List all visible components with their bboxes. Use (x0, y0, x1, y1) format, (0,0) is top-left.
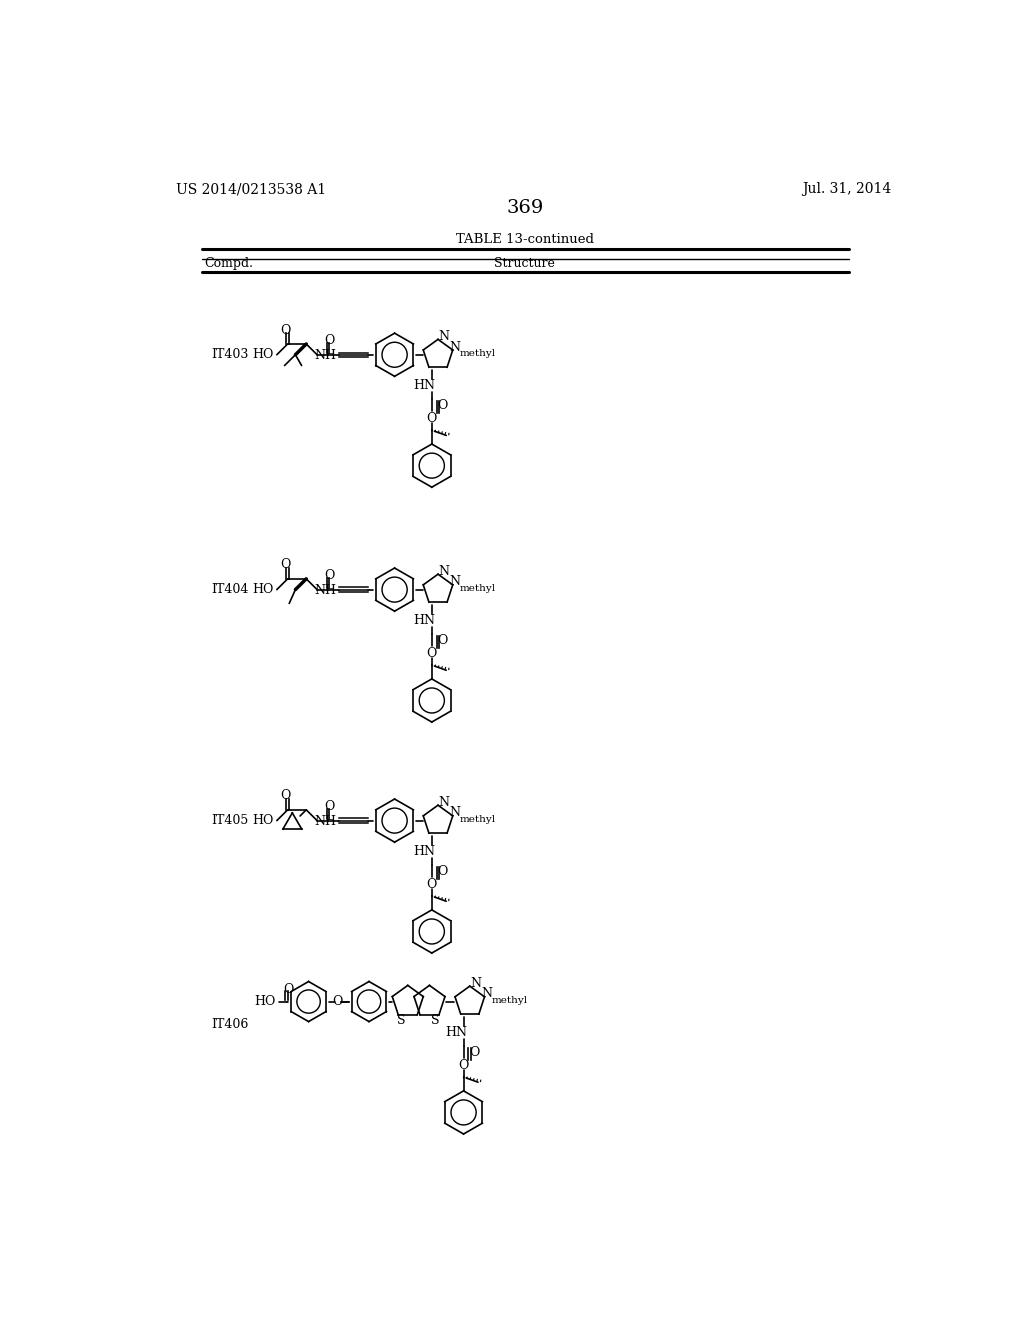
Text: O: O (437, 634, 447, 647)
Text: O: O (427, 647, 437, 660)
Text: N: N (470, 977, 481, 990)
Text: O: O (281, 558, 291, 572)
Text: S: S (397, 1014, 406, 1027)
Text: S: S (431, 1014, 440, 1027)
Text: IT404: IT404 (211, 583, 248, 597)
Text: O: O (281, 789, 291, 803)
Text: HN: HN (413, 845, 435, 858)
Text: O: O (437, 865, 447, 878)
Text: HO: HO (255, 995, 276, 1008)
Text: NH: NH (314, 814, 336, 828)
Text: N: N (438, 565, 450, 578)
Text: N: N (450, 341, 461, 354)
Text: O: O (332, 995, 342, 1008)
Text: N: N (438, 330, 450, 343)
Text: HO: HO (252, 583, 273, 597)
Text: methyl: methyl (460, 348, 496, 358)
Text: N: N (481, 987, 493, 1001)
Text: methyl: methyl (460, 814, 496, 824)
Text: O: O (325, 334, 335, 347)
Text: O: O (459, 1059, 469, 1072)
Text: O: O (281, 323, 291, 337)
Text: IT406: IT406 (211, 1018, 248, 1031)
Text: NH: NH (314, 348, 336, 362)
Text: N: N (450, 807, 461, 820)
Text: HO: HO (252, 348, 273, 362)
Text: O: O (427, 412, 437, 425)
Text: US 2014/0213538 A1: US 2014/0213538 A1 (176, 182, 327, 197)
Text: 369: 369 (506, 199, 544, 218)
Text: Compd.: Compd. (204, 257, 253, 271)
Text: N: N (438, 796, 450, 809)
Text: HO: HO (252, 814, 273, 828)
Text: IT405: IT405 (211, 814, 248, 828)
Text: O: O (325, 569, 335, 582)
Text: O: O (325, 800, 335, 813)
Text: methyl: methyl (492, 995, 527, 1005)
Text: HN: HN (444, 1026, 467, 1039)
Text: O: O (469, 1045, 479, 1059)
Text: N: N (450, 576, 461, 589)
Text: methyl: methyl (460, 583, 496, 593)
Text: HN: HN (413, 379, 435, 392)
Text: NH: NH (314, 583, 336, 597)
Text: Jul. 31, 2014: Jul. 31, 2014 (802, 182, 892, 197)
Text: IT403: IT403 (211, 348, 248, 362)
Text: O: O (427, 878, 437, 891)
Text: HN: HN (413, 614, 435, 627)
Text: O: O (284, 982, 294, 995)
Text: Structure: Structure (495, 257, 555, 271)
Text: TABLE 13-continued: TABLE 13-continued (456, 232, 594, 246)
Text: O: O (437, 399, 447, 412)
